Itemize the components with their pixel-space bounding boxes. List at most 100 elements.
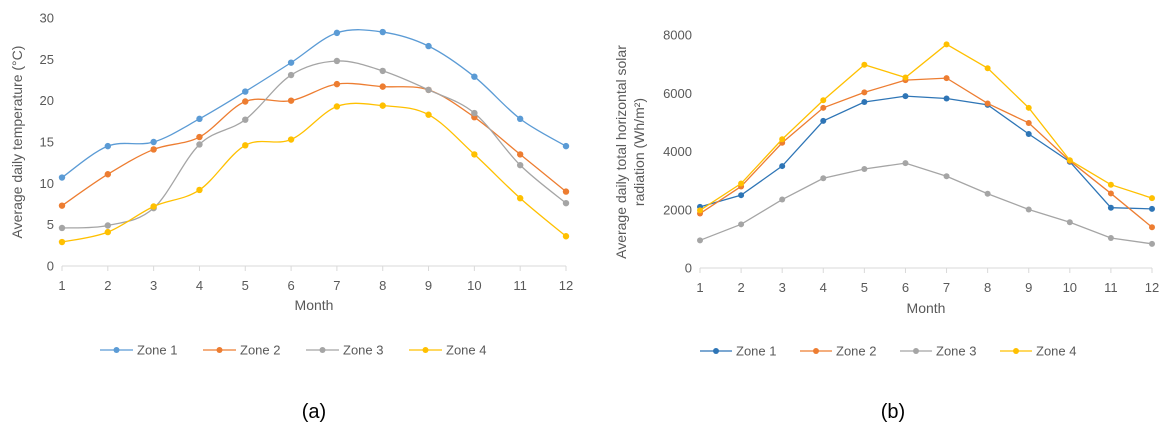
data-point-zone-4 bbox=[820, 97, 827, 104]
data-point-zone-3 bbox=[242, 116, 249, 123]
data-point-zone-1 bbox=[943, 95, 950, 102]
legend-label: Zone 1 bbox=[137, 343, 177, 358]
legend-marker bbox=[1013, 348, 1019, 354]
data-point-zone-3 bbox=[562, 199, 570, 207]
data-point-zone-1 bbox=[1149, 205, 1155, 212]
data-point-zone-2 bbox=[820, 104, 827, 111]
data-point-zone-4 bbox=[196, 186, 203, 194]
y-tick-label: 0 bbox=[685, 261, 692, 276]
legend-label: Zone 3 bbox=[343, 343, 383, 358]
x-tick-label: 9 bbox=[1025, 280, 1032, 295]
x-tick-label: 2 bbox=[104, 278, 111, 293]
chart-a: 1 2 3 4 5 6 7 8 9 10 11 12051015202530MonthAverage … bbox=[9, 11, 573, 424]
x-tick-label: 7 bbox=[943, 280, 950, 295]
data-point-zone-3 bbox=[697, 237, 703, 244]
data-point-zone-1 bbox=[104, 142, 112, 150]
data-point-zone-4 bbox=[287, 136, 295, 143]
data-point-zone-2 bbox=[861, 89, 868, 96]
series-zone-3 bbox=[58, 57, 570, 232]
data-point-zone-1 bbox=[425, 42, 432, 50]
data-point-zone-2 bbox=[984, 100, 991, 107]
y-tick-label: 2000 bbox=[663, 202, 692, 217]
data-point-zone-3 bbox=[333, 57, 341, 65]
data-point-zone-3 bbox=[861, 165, 868, 172]
data-point-zone-1 bbox=[58, 174, 66, 181]
y-tick-label: 6000 bbox=[663, 86, 692, 101]
x-tick-label: 7 bbox=[333, 278, 340, 293]
data-point-zone-1 bbox=[861, 98, 868, 105]
legend-marker bbox=[813, 348, 819, 354]
data-point-zone-2 bbox=[196, 133, 203, 141]
x-tick-label: 10 bbox=[467, 278, 481, 293]
data-point-zone-4 bbox=[1107, 181, 1114, 188]
data-point-zone-1 bbox=[779, 163, 786, 170]
x-tick-label: 12 bbox=[559, 278, 573, 293]
x-tick-label: 4 bbox=[196, 278, 203, 293]
legend-label: Zone 1 bbox=[736, 344, 776, 359]
data-point-zone-3 bbox=[471, 109, 478, 117]
data-point-zone-1 bbox=[516, 115, 524, 123]
data-point-zone-1 bbox=[562, 142, 570, 150]
data-point-zone-3 bbox=[1107, 235, 1114, 242]
x-tick-label: 9 bbox=[425, 278, 432, 293]
data-point-zone-1 bbox=[379, 28, 386, 36]
x-tick-label: 3 bbox=[150, 278, 157, 293]
data-point-zone-2 bbox=[104, 171, 112, 178]
data-point-zone-2 bbox=[516, 151, 524, 158]
data-point-zone-3 bbox=[1149, 240, 1155, 247]
x-tick-label: 6 bbox=[287, 278, 294, 293]
data-point-zone-1 bbox=[242, 88, 249, 95]
data-point-zone-3 bbox=[1066, 219, 1073, 226]
series-zone-1 bbox=[58, 28, 570, 181]
x-tick-label: 6 bbox=[902, 280, 909, 295]
x-tick-label: 10 bbox=[1063, 280, 1077, 295]
data-point-zone-3 bbox=[516, 161, 524, 169]
data-point-zone-3 bbox=[425, 86, 432, 94]
series-line-zone-1 bbox=[61, 29, 567, 179]
data-point-zone-2 bbox=[1107, 190, 1114, 197]
data-point-zone-1 bbox=[1107, 204, 1114, 211]
y-tick-label: 15 bbox=[40, 135, 54, 150]
x-tick-label: 1 bbox=[696, 280, 703, 295]
data-point-zone-1 bbox=[287, 59, 295, 66]
data-point-zone-4 bbox=[779, 136, 786, 143]
legend-marker bbox=[113, 347, 120, 353]
legend-marker bbox=[319, 347, 326, 353]
data-point-zone-4 bbox=[1066, 157, 1073, 164]
x-tick-label: 11 bbox=[513, 278, 527, 293]
legend-label: Zone 2 bbox=[240, 343, 280, 358]
x-tick-label: 8 bbox=[379, 278, 386, 293]
legend-marker bbox=[713, 348, 719, 354]
legend-label: Zone 2 bbox=[836, 344, 876, 359]
data-point-zone-3 bbox=[902, 160, 909, 167]
data-point-zone-4 bbox=[516, 195, 524, 202]
series-zone-1 bbox=[697, 93, 1155, 212]
data-point-zone-1 bbox=[738, 192, 745, 199]
series-zone-2 bbox=[697, 75, 1155, 231]
data-point-zone-3 bbox=[287, 71, 295, 79]
y-tick-label: 8000 bbox=[663, 28, 692, 43]
legend-label: Zone 4 bbox=[446, 343, 486, 358]
data-point-zone-4 bbox=[471, 151, 478, 158]
data-point-zone-1 bbox=[150, 138, 157, 146]
legend: Zone 1 Zone 2 Zone 3 Zone 4 bbox=[700, 344, 1076, 359]
chart-b: 1 2 3 4 5 6 7 8 9 10 11 1202000400060008000MonthAve… bbox=[613, 28, 1159, 424]
data-point-zone-4 bbox=[697, 207, 703, 214]
data-point-zone-1 bbox=[820, 117, 827, 124]
y-tick-label: 25 bbox=[40, 52, 54, 67]
data-point-zone-4 bbox=[58, 238, 66, 246]
data-point-zone-4 bbox=[333, 103, 341, 110]
series-line-zone-2 bbox=[699, 77, 1153, 228]
data-point-zone-2 bbox=[242, 98, 249, 105]
x-tick-label: 12 bbox=[1145, 280, 1159, 295]
data-point-zone-3 bbox=[104, 222, 112, 229]
series-line-zone-3 bbox=[61, 60, 567, 229]
data-point-zone-2 bbox=[150, 146, 157, 153]
x-tick-label: 4 bbox=[820, 280, 827, 295]
y-tick-label: 4000 bbox=[663, 144, 692, 159]
data-point-zone-4 bbox=[425, 111, 432, 118]
series-line-zone-1 bbox=[699, 95, 1153, 210]
series-zone-2 bbox=[58, 80, 570, 209]
data-point-zone-1 bbox=[1025, 131, 1032, 138]
